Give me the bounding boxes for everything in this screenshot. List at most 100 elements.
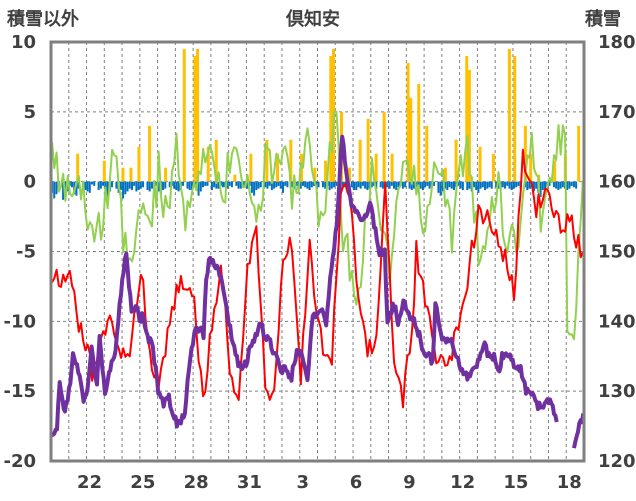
blue-bar xyxy=(86,181,89,192)
blue-bar xyxy=(237,181,240,189)
blue-bar xyxy=(150,181,153,189)
x-tick-label: 25 xyxy=(130,472,155,493)
blue-bar xyxy=(255,181,258,191)
blue-bar xyxy=(299,181,302,189)
blue-bar xyxy=(277,181,280,186)
blue-bar xyxy=(375,181,378,189)
blue-bar xyxy=(350,181,353,188)
blue-bar xyxy=(393,181,396,189)
orange-bar xyxy=(358,139,362,182)
x-tick-label: 12 xyxy=(450,472,475,493)
x-tick-label: 31 xyxy=(237,472,262,493)
blue-bar xyxy=(317,181,320,188)
orange-bar xyxy=(478,146,482,182)
blue-bar xyxy=(222,181,225,188)
blue-bar xyxy=(355,181,358,191)
blue-bar xyxy=(552,181,555,188)
tick-labels: 10 5 0 -5 -10 -15 -20 180 170 160 150 140 130 120 22 25… xyxy=(3,32,635,493)
blue-bar xyxy=(310,181,313,188)
blue-bar xyxy=(561,181,564,188)
blue-bar xyxy=(559,181,562,189)
blue-bar xyxy=(432,181,436,186)
orange-bar xyxy=(182,48,186,182)
blue-bar xyxy=(306,181,309,189)
blue-bar xyxy=(164,181,167,189)
blue-bar xyxy=(204,181,207,186)
blue-bar xyxy=(508,181,511,189)
blue-bar xyxy=(555,181,558,189)
blue-bar xyxy=(228,181,231,186)
blue-bar xyxy=(457,181,460,186)
blue-bar xyxy=(419,181,422,189)
blue-bar xyxy=(364,181,367,189)
blue-bar xyxy=(410,181,413,191)
blue-bar xyxy=(566,181,569,191)
blue-bar xyxy=(259,181,262,188)
blue-bar xyxy=(477,181,480,193)
blue-bar xyxy=(452,181,455,191)
orange-bar xyxy=(196,48,200,182)
blue-bar xyxy=(544,181,547,189)
orange-bar xyxy=(513,55,517,182)
blue-bar xyxy=(230,181,233,188)
blue-bar xyxy=(213,181,216,188)
blue-bar xyxy=(88,181,91,193)
orange-bar xyxy=(164,167,168,182)
blue-bar xyxy=(441,181,444,192)
blue-bar xyxy=(268,181,271,186)
blue-bar xyxy=(93,181,96,186)
right-tick-label: 160 xyxy=(598,172,636,193)
blue-bar xyxy=(424,181,427,188)
blue-bar xyxy=(235,181,238,186)
blue-bar xyxy=(468,181,471,189)
blue-bar xyxy=(284,181,287,186)
blue-bar xyxy=(148,181,151,192)
x-tick-label: 28 xyxy=(184,472,209,493)
blue-bar xyxy=(426,181,429,186)
blue-bar xyxy=(295,181,298,186)
blue-bar xyxy=(541,181,544,191)
blue-bar xyxy=(481,181,484,188)
blue-bar xyxy=(450,181,453,189)
blue-bar xyxy=(324,181,327,189)
blue-bar xyxy=(359,181,362,189)
blue-bar xyxy=(484,181,487,191)
blue-bar xyxy=(248,181,251,186)
orange-bar xyxy=(265,139,269,182)
blue-bar xyxy=(548,181,551,186)
blue-bar xyxy=(506,181,509,186)
blue-bar xyxy=(110,181,113,188)
blue-bar xyxy=(162,181,165,191)
blue-bar xyxy=(290,181,293,188)
blue-bar xyxy=(275,181,278,188)
blue-bar xyxy=(370,181,373,188)
purple-line xyxy=(49,134,586,449)
right-tick-label: 170 xyxy=(598,102,636,123)
left-tick-label: -10 xyxy=(3,311,36,332)
blue-bar xyxy=(486,181,489,189)
orange-bar xyxy=(529,153,533,182)
blue-bar xyxy=(404,181,407,188)
blue-bar xyxy=(99,181,102,189)
x-tick-label: 6 xyxy=(350,472,363,493)
blue-bar xyxy=(157,181,160,192)
blue-bar xyxy=(202,181,205,188)
blue-bar xyxy=(535,181,538,189)
orange-bar xyxy=(425,125,429,182)
blue-bar xyxy=(357,181,360,188)
blue-bar xyxy=(459,181,462,189)
blue-bar xyxy=(264,181,267,188)
blue-bar xyxy=(286,181,289,188)
right-tick-label: 150 xyxy=(598,242,636,263)
blue-bar xyxy=(226,181,229,189)
blue-bar xyxy=(266,181,269,189)
left-tick-label: -5 xyxy=(16,242,36,263)
blue-bar xyxy=(395,181,398,191)
blue-bar xyxy=(199,181,202,192)
x-tick-label: 22 xyxy=(77,472,102,493)
blue-bar xyxy=(75,181,78,196)
blue-bar xyxy=(448,181,451,188)
blue-bar xyxy=(412,181,416,189)
right-tick-label: 120 xyxy=(598,451,636,472)
blue-bar xyxy=(437,181,440,193)
